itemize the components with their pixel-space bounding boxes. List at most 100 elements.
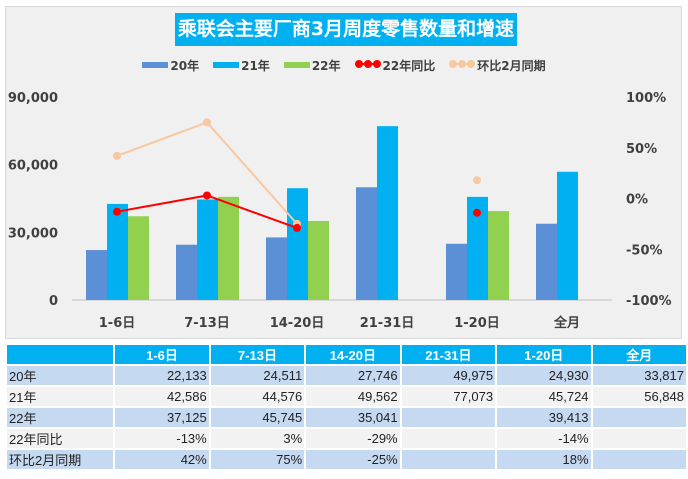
bar-22年	[218, 196, 239, 300]
table-cell: 39,413	[495, 406, 593, 429]
table-cell: 49,562	[304, 385, 402, 408]
point-22年同比	[293, 223, 301, 232]
bar-20年	[446, 243, 467, 300]
bar-20年	[266, 237, 287, 300]
table-header: 1-6日 7-13日 14-20日 21-31日 1-20日 全月	[4, 343, 688, 366]
left-tick-label: 0	[49, 294, 58, 309]
column-header: 全月	[590, 343, 688, 366]
left-tick-label: 30,000	[8, 226, 58, 241]
legend-label: 20年	[170, 58, 200, 73]
table-cell	[399, 427, 498, 450]
bar-21年	[107, 203, 128, 300]
right-tick-label: -50%	[626, 243, 663, 258]
legend-swatch	[142, 62, 169, 68]
bar-21年	[557, 171, 578, 300]
table-cell: -14%	[495, 427, 593, 450]
legend-item: 20年	[142, 57, 199, 73]
category-label: 1-6日	[99, 316, 136, 331]
table-cell	[399, 406, 498, 429]
bar-21年	[467, 196, 488, 300]
legend-swatch	[283, 62, 310, 68]
bar-22年	[128, 216, 149, 300]
column-header: 14-20日	[304, 343, 402, 366]
row-label: 22年同比	[4, 427, 116, 450]
table-cell: 37,125	[113, 406, 211, 429]
table-row: 22年同比 -13% 3% -29% -14%	[4, 427, 688, 450]
column-header: 1-6日	[113, 343, 211, 366]
legend-label: 22年同比	[382, 58, 436, 73]
table-cell: 35,041	[304, 406, 402, 429]
category-label: 14-20日	[270, 316, 325, 331]
table-cell: 24,511	[208, 364, 307, 387]
point-环比2月同期	[203, 118, 211, 127]
legend-label: 21年	[241, 58, 270, 73]
table-cell: 56,848	[590, 385, 688, 408]
table-cell: 42%	[113, 448, 211, 471]
legend: 20年 21年 22年 22年同比 环比2月同期	[0, 57, 688, 73]
plot: 0 30,000 60,000 90,000 -100% -50% 0% 50% 100% 1-6…	[8, 91, 672, 331]
table-cell: 75%	[208, 448, 307, 471]
table-cell: 33,817	[590, 364, 688, 387]
table-cell: -29%	[304, 427, 402, 450]
chart-title: 乘联会主要厂商3月周度零售数量和增速	[175, 13, 517, 46]
table-cell	[399, 448, 498, 471]
point-22年同比	[203, 191, 211, 200]
table-cell: 24,930	[495, 364, 593, 387]
right-tick-label: -100%	[626, 294, 672, 309]
legend-label: 环比2月同期	[477, 58, 546, 73]
table-cell: 77,073	[399, 385, 498, 408]
table-row: 21年 42,586 44,576 49,562 77,073 45,724 56,848	[4, 385, 688, 408]
legend-item: 21年	[213, 57, 270, 73]
category-label: 21-31日	[360, 316, 415, 331]
category-label: 全月	[553, 315, 580, 331]
table-cell: 27,746	[304, 364, 402, 387]
legend-item: 22年	[283, 57, 341, 73]
legend-swatch	[449, 58, 476, 72]
row-label: 环比2月同期	[4, 448, 116, 471]
point-22年同比	[113, 207, 121, 216]
table-cell: 45,745	[208, 406, 307, 429]
bar-21年	[197, 199, 218, 300]
bar-21年	[377, 126, 398, 301]
right-tick-label: 50%	[626, 142, 657, 157]
bar-20年	[176, 244, 197, 300]
row-label: 22年	[4, 406, 116, 429]
bar-20年	[356, 187, 377, 300]
table-cell	[590, 427, 688, 450]
table-cell: 3%	[208, 427, 307, 450]
category-label: 7-13日	[184, 316, 230, 331]
legend-swatch	[213, 62, 240, 68]
table-row: 20年 22,133 24,511 27,746 49,975 24,930 33,817	[4, 364, 688, 387]
column-header: 7-13日	[208, 343, 307, 366]
table-cell: 42,586	[113, 385, 211, 408]
legend-label: 22年	[311, 58, 341, 73]
row-label: 20年	[4, 364, 116, 387]
legend-swatch	[354, 58, 381, 72]
category-label: 1-20日	[454, 316, 500, 331]
point-环比2月同期	[473, 176, 481, 185]
right-tick-label: 100%	[626, 91, 666, 106]
table-cell: 45,724	[495, 385, 593, 408]
table-cell: -25%	[304, 448, 402, 471]
table-cell: 44,576	[208, 385, 307, 408]
table-cell: 18%	[495, 448, 593, 471]
column-header: 1-20日	[495, 343, 593, 366]
left-tick-label: 60,000	[8, 159, 58, 174]
bar-20年	[536, 223, 557, 300]
point-环比2月同期	[113, 151, 121, 160]
column-header	[4, 343, 116, 366]
bar-22年	[488, 211, 509, 300]
legend-item: 22年同比	[354, 57, 436, 73]
table-cell	[590, 448, 688, 471]
column-header: 21-31日	[399, 343, 498, 366]
left-tick-label: 90,000	[8, 91, 58, 106]
table-cell	[590, 406, 688, 429]
table-cell: 22,133	[113, 364, 211, 387]
right-tick-label: 0%	[626, 193, 648, 208]
table-cell: -13%	[113, 427, 211, 450]
row-label: 21年	[4, 385, 116, 408]
table-row: 22年 37,125 45,745 35,041 39,413	[4, 406, 688, 429]
bar-22年	[308, 220, 329, 300]
table-cell: 49,975	[399, 364, 498, 387]
